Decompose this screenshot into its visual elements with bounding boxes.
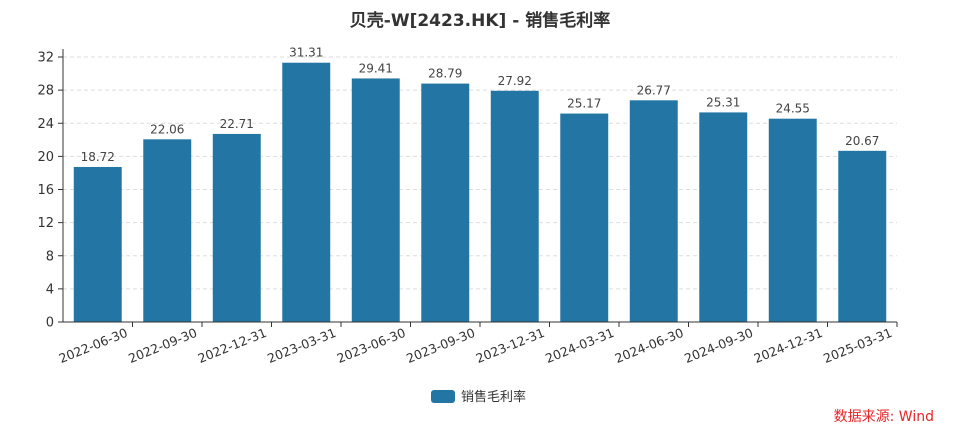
x-tick-label: 2022-09-30 — [126, 325, 199, 366]
data-label: 25.31 — [706, 95, 740, 109]
bar — [351, 78, 400, 322]
y-tick-label: 0 — [46, 316, 54, 331]
legend: 销售毛利率 — [431, 389, 526, 405]
y-tick-label: 28 — [37, 84, 54, 99]
grid-lines — [63, 56, 897, 290]
bar — [421, 83, 470, 322]
x-tick-label: 2023-06-30 — [335, 325, 408, 366]
bars — [73, 62, 887, 323]
x-tick-label: 2022-06-30 — [57, 325, 130, 366]
y-tick-label: 4 — [46, 282, 54, 297]
bar — [768, 118, 817, 322]
data-labels: 18.72 22.06 22.71 31.31 29.41 28.79 27.92 25.17… — [81, 46, 880, 164]
y-tick-label: 12 — [37, 216, 54, 231]
data-label: 22.71 — [220, 117, 254, 131]
x-tick-label: 2023-03-31 — [265, 325, 338, 366]
x-tick-label: 2024-12-31 — [752, 325, 825, 366]
x-tick-label: 2025-03-31 — [821, 325, 894, 366]
bar — [212, 133, 261, 322]
x-tick-label: 2023-09-30 — [404, 325, 477, 366]
legend-label: 销售毛利率 — [461, 389, 526, 405]
data-label: 29.41 — [359, 61, 393, 75]
bar — [560, 113, 609, 322]
y-axis: 0 4 8 12 16 20 24 28 32 — [37, 49, 64, 331]
x-tick-label: 2022-12-31 — [196, 325, 269, 366]
data-label: 22.06 — [150, 122, 184, 136]
data-label: 25.17 — [567, 97, 601, 111]
data-label: 24.55 — [776, 102, 810, 116]
y-tick-label: 8 — [46, 249, 54, 264]
bar — [699, 112, 748, 322]
chart-title: 贝壳-W[2423.HK] - 销售毛利率 — [350, 10, 610, 31]
bar — [282, 62, 331, 323]
data-label: 26.77 — [637, 83, 671, 97]
y-tick-label: 20 — [37, 150, 54, 165]
x-tick-label: 2024-09-30 — [682, 325, 755, 366]
legend-swatch — [431, 390, 455, 403]
data-label: 18.72 — [81, 150, 115, 164]
bar — [629, 100, 678, 322]
data-label: 27.92 — [498, 74, 532, 88]
bar — [838, 150, 887, 322]
bar — [73, 166, 122, 322]
y-tick-label: 24 — [37, 117, 54, 132]
x-tick-label: 2024-03-31 — [543, 325, 616, 366]
y-tick-label: 16 — [37, 183, 54, 198]
data-label: 28.79 — [428, 67, 462, 81]
x-axis: 2022-06-302022-09-302022-12-312023-03-31… — [57, 321, 898, 366]
bar — [490, 90, 539, 322]
bar — [143, 139, 192, 322]
x-tick-label: 2023-12-31 — [474, 325, 547, 366]
data-label: 31.31 — [289, 46, 323, 60]
source-note: 数据来源: Wind — [833, 409, 934, 425]
data-label: 20.67 — [845, 134, 879, 148]
y-tick-label: 32 — [37, 51, 54, 66]
x-tick-label: 2024-06-30 — [613, 325, 686, 366]
